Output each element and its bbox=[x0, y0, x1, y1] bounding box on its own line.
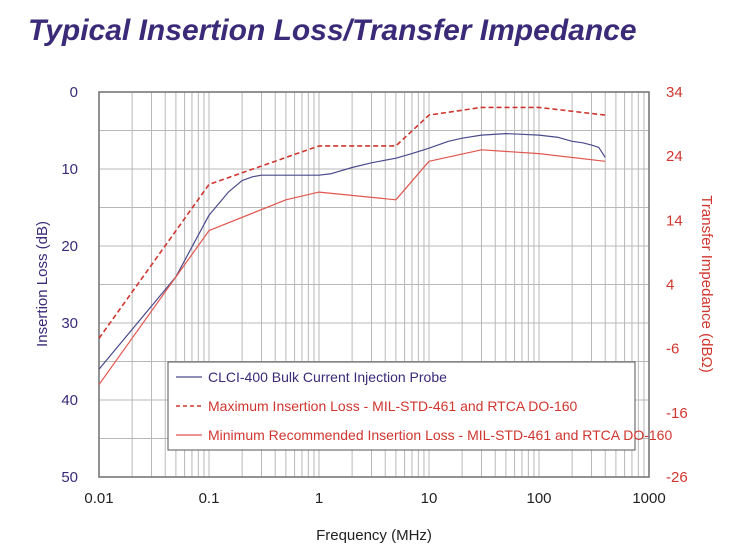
y2-tick-label: 24 bbox=[666, 148, 683, 165]
tick-labels: 0 10 20 30 40 50 34 24 14 4 -6 -16 -26 0.01 0.1 1 10 100 1… bbox=[61, 84, 687, 507]
legend: CLCI-400 Bulk Current Injection Probe Ma… bbox=[167, 361, 672, 451]
y-tick-label: 50 bbox=[61, 469, 78, 486]
series-max-insertion-loss bbox=[98, 106, 606, 339]
y-tick-label: 10 bbox=[61, 161, 78, 178]
y2-axis-label: Transfer Impedance (dBΩ) bbox=[698, 195, 715, 372]
x-tick-label: 1000 bbox=[632, 490, 665, 507]
y2-tick-label: -26 bbox=[666, 469, 688, 486]
x-tick-label: 10 bbox=[421, 490, 438, 507]
y-tick-label: 40 bbox=[61, 392, 78, 409]
y-axis-label: Insertion Loss (dB) bbox=[34, 221, 51, 347]
series-min-insertion-loss bbox=[98, 149, 606, 385]
legend-label-max: Maximum Insertion Loss - MIL-STD-461 and… bbox=[208, 398, 578, 414]
chart-title: Typical Insertion Loss/Transfer Impedanc… bbox=[28, 14, 637, 47]
y-tick-label: 0 bbox=[70, 84, 78, 101]
series-group bbox=[98, 106, 606, 385]
x-tick-label: 1 bbox=[315, 490, 323, 507]
x-tick-label: 0.01 bbox=[84, 490, 113, 507]
y2-tick-label: -16 bbox=[666, 405, 688, 422]
y2-tick-label: 4 bbox=[666, 277, 674, 294]
legend-box bbox=[167, 361, 636, 451]
x-tick-label: 100 bbox=[526, 490, 551, 507]
y2-tick-label: 14 bbox=[666, 212, 683, 229]
x-tick-label: 0.1 bbox=[199, 490, 220, 507]
plot-frame bbox=[98, 91, 650, 478]
legend-label-min: Minimum Recommended Insertion Loss - MIL… bbox=[208, 427, 672, 443]
series-probe bbox=[98, 133, 606, 370]
y2-tick-label: -6 bbox=[666, 341, 679, 358]
y-tick-label: 30 bbox=[61, 315, 78, 332]
y-tick-label: 20 bbox=[61, 238, 78, 255]
legend-label-probe: CLCI-400 Bulk Current Injection Probe bbox=[208, 369, 447, 385]
y2-tick-label: 34 bbox=[666, 84, 683, 101]
x-axis-label: Frequency (MHz) bbox=[316, 527, 432, 544]
